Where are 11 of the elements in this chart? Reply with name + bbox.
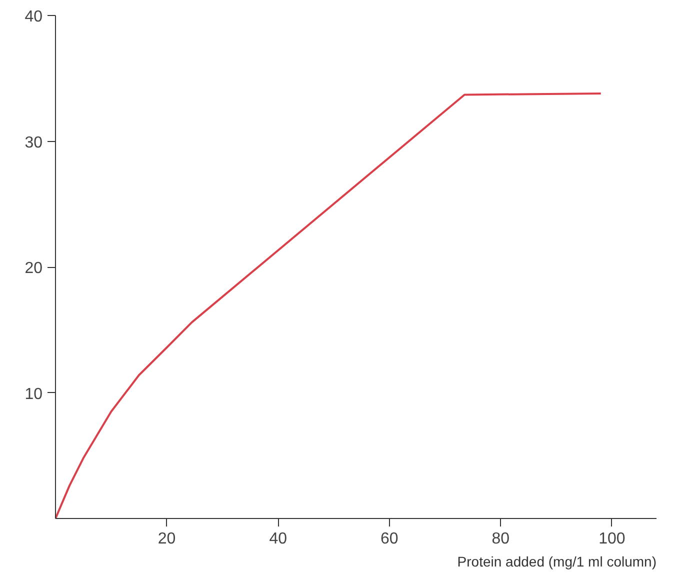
line-series (56, 92, 602, 518)
x-tick-label: 80 (492, 530, 510, 548)
x-tick-label: 60 (380, 530, 398, 548)
x-tick-label: 100 (598, 530, 626, 548)
y-tick-label: 20 (24, 260, 43, 277)
y-tick-label: 30 (24, 134, 43, 152)
x-axis-title: Protein added (mg/1 ml column) (457, 554, 657, 570)
x-tick-label: 20 (158, 530, 176, 548)
x-tick-label: 40 (269, 530, 288, 548)
y-tick-label: 10 (24, 386, 43, 403)
y-tick-label: 40 (24, 8, 43, 26)
